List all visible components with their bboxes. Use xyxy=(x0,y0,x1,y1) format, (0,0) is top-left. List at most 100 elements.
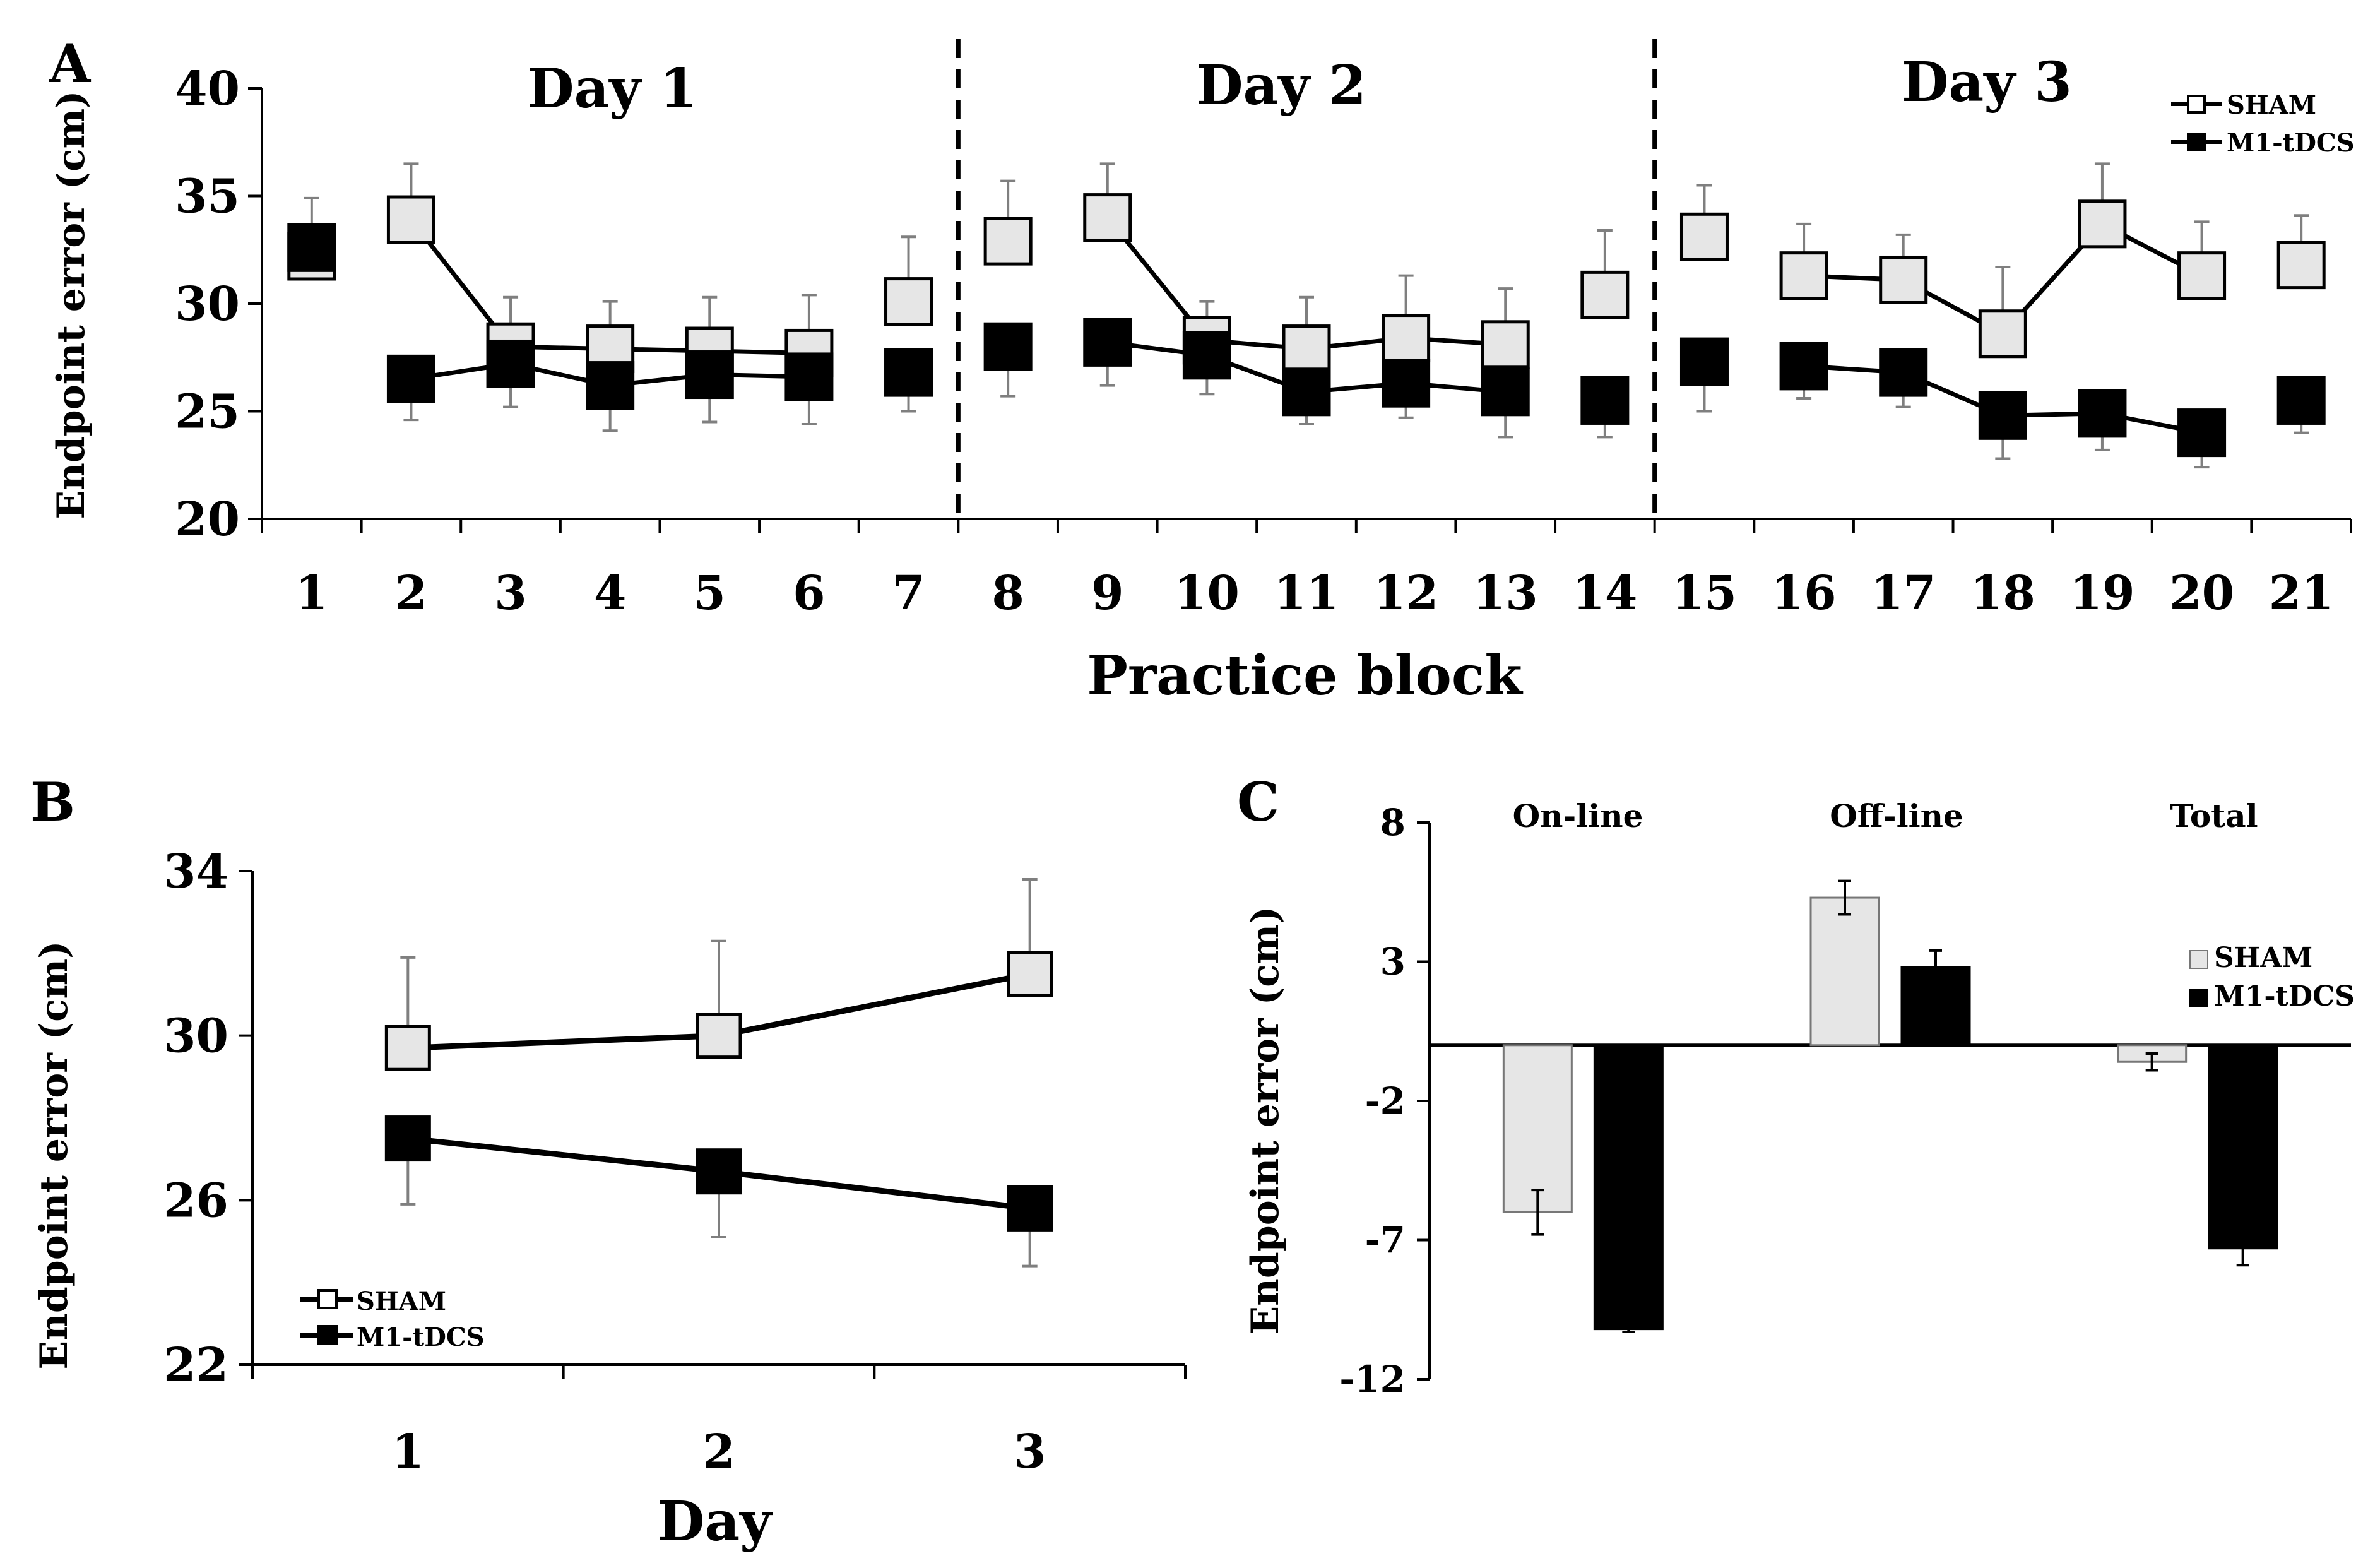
panel-a-marks xyxy=(287,162,2326,469)
panel-b-marker-sham xyxy=(696,1013,742,1059)
panel-a-marker-tdcs xyxy=(1481,367,1530,417)
panel-a-marker-tdcs xyxy=(2177,408,2227,458)
panel-b-marker-tdcs xyxy=(384,1115,431,1162)
panel-b-marker-sham xyxy=(384,1025,431,1071)
panel-a-marker-sham xyxy=(1382,314,1431,363)
panel-a-x-tick-label: 1 xyxy=(295,566,328,621)
panel-a-x-tick-label: 3 xyxy=(494,566,527,621)
panel-a-marker-tdcs xyxy=(1879,348,1928,397)
panel-c-bar-sham xyxy=(1502,1044,1573,1213)
panel-c-legend: SHAM M1-tDCS xyxy=(2189,942,2355,1013)
panel-a-marker-sham xyxy=(1978,309,2027,359)
panel-b-x-tick-label: 3 xyxy=(1014,1425,1046,1479)
panel-b-legend-sham-marker xyxy=(317,1289,338,1309)
panel-a-marker-tdcs xyxy=(1978,391,2027,440)
panel-a-x-tick-label: 14 xyxy=(1572,566,1637,621)
panel-b-marker-tdcs xyxy=(1007,1185,1053,1232)
panel-a-day-3-label: Day 3 xyxy=(1902,50,2072,114)
panel-a-x-tick-label: 8 xyxy=(992,566,1024,621)
panel-a-marker-sham xyxy=(884,277,933,326)
panel-a-y-tick-label: 30 xyxy=(175,277,240,331)
panel-a-marker-tdcs xyxy=(1382,359,1431,408)
panel-c-axes: 8 3 -2 -7 -12 xyxy=(1339,801,2351,1401)
panel-c-y-tick-label: 8 xyxy=(1380,801,1406,844)
panel-b-legend-tdcs-marker xyxy=(317,1325,338,1345)
panel-a-marker-sham xyxy=(1879,255,1928,304)
panel-c-y-axis-title: Endpoint error (cm) xyxy=(1243,906,1288,1334)
panel-a-legend: SHAM M1-tDCS xyxy=(2171,90,2355,158)
panel-a-marker-sham xyxy=(983,217,1033,266)
panel-b-y-tick-label: 34 xyxy=(163,845,228,899)
panel-c-category-label-total: Total xyxy=(2170,797,2258,834)
panel-a-x-tick-label: 4 xyxy=(594,566,627,621)
panel-a-x-tick-label: 2 xyxy=(395,566,428,621)
panel-a-marker-tdcs xyxy=(1182,331,1231,380)
panel-a-marker-tdcs xyxy=(2276,376,2326,425)
panel-a-x-tick-label: 17 xyxy=(1871,566,1936,621)
panel-a-marker-sham xyxy=(2177,251,2227,300)
panel-b-legend-tdcs-label: M1-tDCS xyxy=(357,1322,485,1352)
panel-a-legend-tdcs-marker xyxy=(2187,133,2206,151)
panel-a-x-tick-label: 21 xyxy=(2269,566,2334,621)
panel-a-legend-sham-label: SHAM xyxy=(2227,90,2316,120)
panel-c-marks xyxy=(1502,879,2278,1334)
panel-label-c: C xyxy=(1237,771,1279,833)
panel-b-y-axis-title: Endpoint error (cm) xyxy=(32,941,76,1369)
panel-b-marker-sham xyxy=(1007,951,1053,997)
panel-a-marker-tdcs xyxy=(884,348,933,397)
panel-c-legend-sham-swatch xyxy=(2189,950,2208,969)
panel-a-x-tick-label: 16 xyxy=(1772,566,1837,621)
panel-c-legend-tdcs-label: M1-tDCS xyxy=(2214,980,2355,1013)
panel-a-marker-sham xyxy=(1083,193,1132,242)
panel-b-x-tick-label: 1 xyxy=(392,1425,425,1479)
panel-a-marker-sham xyxy=(1481,320,1530,369)
panel-b-chart: 22 26 30 34 1 2 3 Day Endpoint error (cm) SHAM… xyxy=(32,845,1187,1553)
panel-a-marker-tdcs xyxy=(1679,337,1729,386)
panel-a-marker-tdcs xyxy=(486,339,535,388)
panel-a-y-axis-title: Endpoint error (cm) xyxy=(49,90,93,519)
panel-c-bar-tdcs xyxy=(1593,1044,1664,1331)
panel-c-legend-sham-label: SHAM xyxy=(2214,942,2312,974)
panel-a-y-tick-label: 35 xyxy=(175,170,240,224)
panel-b-axes: 22 26 30 34 1 2 3 xyxy=(163,845,1187,1479)
panel-c-chart: 8 3 -2 -7 -12 Endpoint error (cm) On-line Of… xyxy=(1243,797,2355,1401)
panel-b-y-tick-label: 30 xyxy=(163,1009,228,1064)
panel-a-marker-tdcs xyxy=(586,361,635,410)
panel-a-x-tick-label: 7 xyxy=(892,566,925,621)
panel-a-x-tick-label: 15 xyxy=(1672,566,1737,621)
panel-a-x-tick-label: 9 xyxy=(1091,566,1124,621)
panel-a-marker-sham xyxy=(1779,251,1828,300)
panel-c-y-tick-label: -12 xyxy=(1339,1358,1406,1401)
panel-a-x-tick-label: 18 xyxy=(1970,566,2035,621)
panel-a-marker-tdcs xyxy=(685,350,734,400)
panel-b-x-tick-label: 2 xyxy=(702,1425,735,1479)
panel-a-marker-tdcs xyxy=(287,223,336,272)
panel-a-marker-sham xyxy=(386,195,435,244)
panel-a-y-tick-label: 40 xyxy=(175,62,240,116)
panel-a-marker-sham xyxy=(2078,199,2127,249)
panel-a-marker-tdcs xyxy=(1779,342,1828,391)
panel-label-a: A xyxy=(49,32,92,95)
panel-b-y-tick-label: 22 xyxy=(163,1338,228,1393)
panel-c-bar-sham xyxy=(1809,896,1880,1047)
panel-a-x-tick-label: 6 xyxy=(793,566,826,621)
panel-a-legend-sham-marker xyxy=(2187,95,2206,114)
panel-b-marks xyxy=(384,878,1053,1268)
panel-a-marker-tdcs xyxy=(386,354,435,403)
panel-a-marker-tdcs xyxy=(1083,318,1132,367)
panel-a-marker-sham xyxy=(2276,241,2326,290)
panel-a-marker-tdcs xyxy=(1282,367,1331,417)
panel-a-x-tick-label: 11 xyxy=(1274,566,1339,621)
panel-a-y-tick-label: 25 xyxy=(175,385,240,439)
panel-c-legend-tdcs-swatch xyxy=(2189,989,2208,1007)
panel-a-marker-tdcs xyxy=(2078,389,2127,438)
panel-a-x-tick-label: 13 xyxy=(1473,566,1538,621)
panel-c-y-tick-label: 3 xyxy=(1380,941,1406,983)
panel-a-x-axis-title: Practice block xyxy=(1087,644,1524,708)
panel-a-x-tick-label: 5 xyxy=(694,566,726,621)
panel-a-x-tick-label: 10 xyxy=(1175,566,1240,621)
panel-b-x-axis-title: Day xyxy=(658,1490,773,1553)
